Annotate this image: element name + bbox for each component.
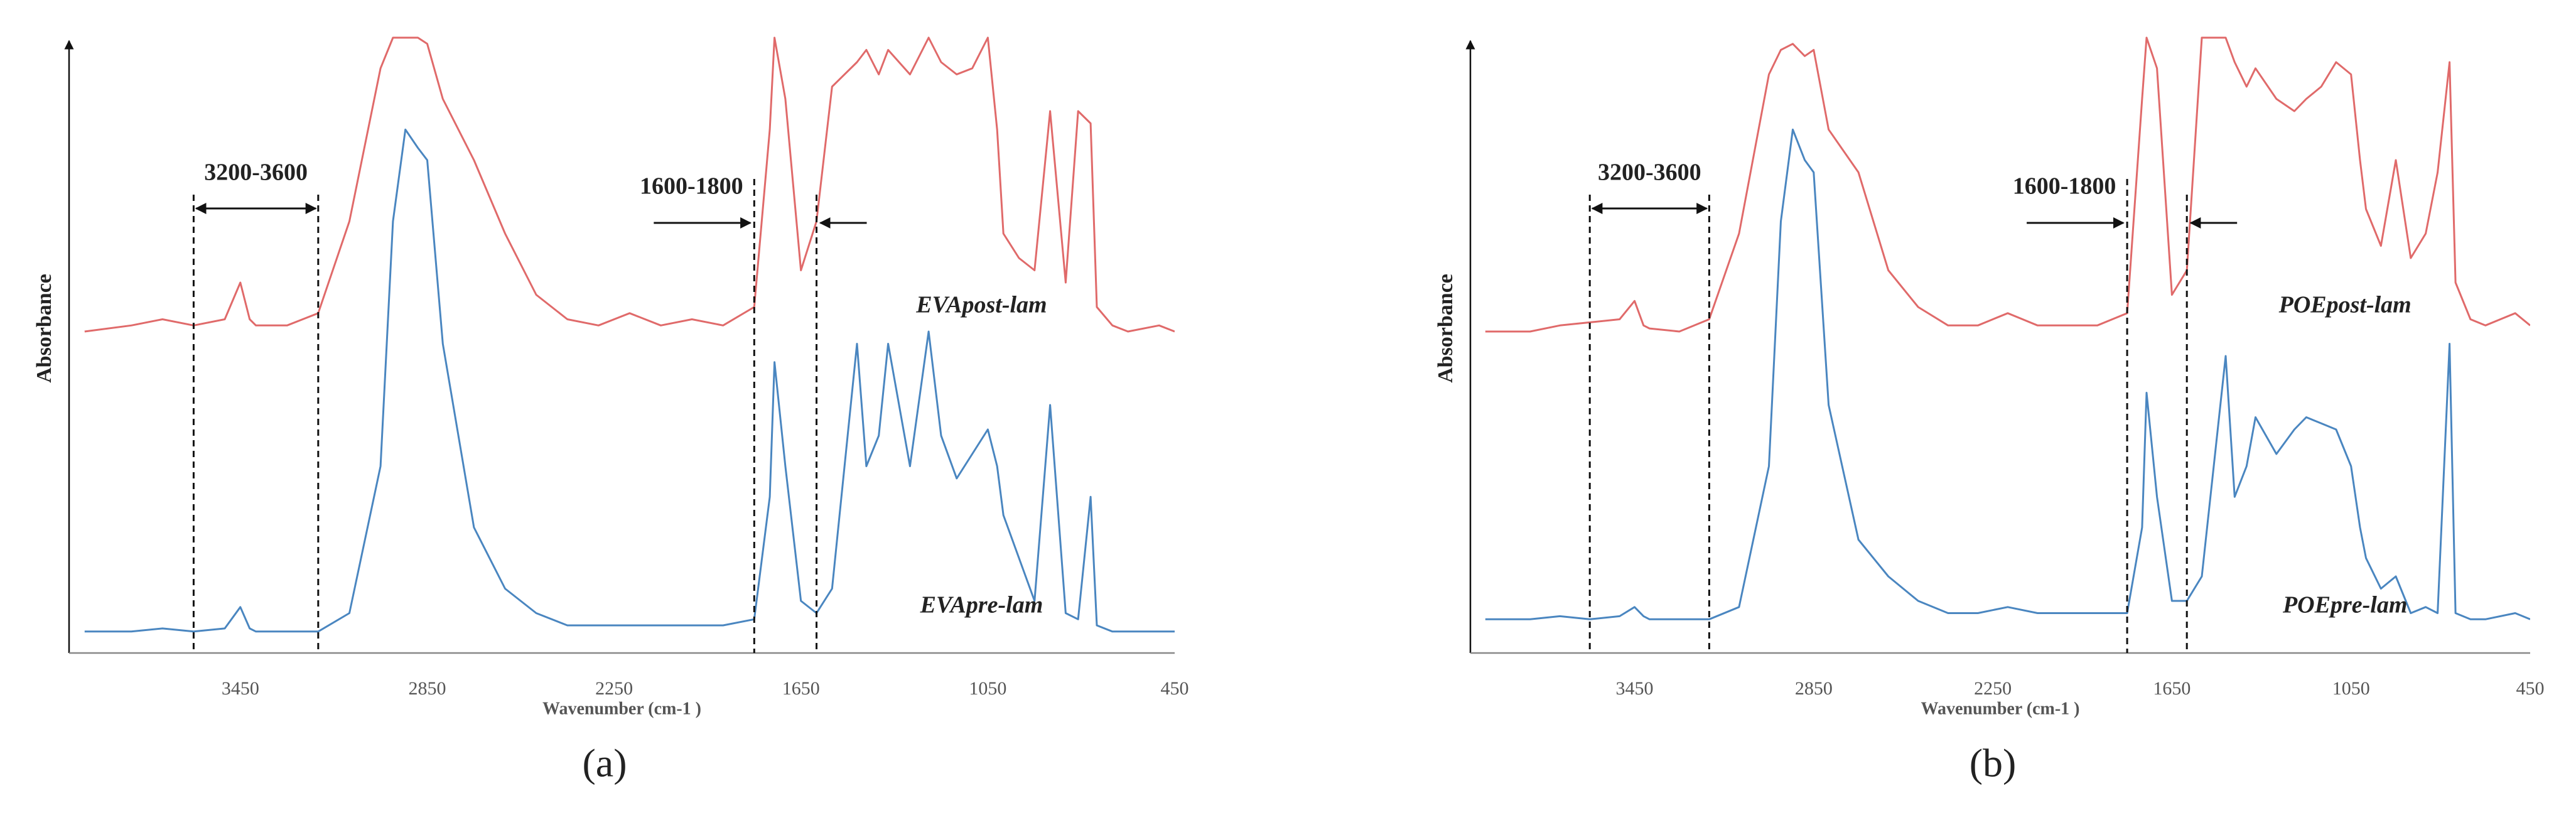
series-label: POEpost-lam [2278, 292, 2412, 318]
panel: 3450 2850 2250 1650 1050 450 Wavenumber (cm-1 … [33, 36, 1189, 785]
series-line [1485, 128, 2530, 620]
y-axis-title: Absorbance [33, 274, 56, 383]
annotation-label: 3200-3600 [1598, 159, 1701, 186]
x-tick-label: 450 [1161, 678, 1189, 699]
panel: 3450 2850 2250 1650 1050 450 Wavenumber (cm-1 … [1434, 36, 2545, 785]
series-line [84, 128, 1175, 633]
annotation-label: 1600-1800 [2013, 173, 2116, 200]
x-tick-label: 1650 [2153, 678, 2191, 699]
x-tick-label: 2850 [1795, 678, 1833, 699]
series-label: POEpre-lam [2282, 591, 2407, 618]
panel-label: (a) [582, 741, 627, 785]
series-label: EVApre-lam [920, 591, 1043, 618]
y-axis-title: Absorbance [1434, 274, 1457, 383]
x-tick-label: 2250 [1974, 678, 2012, 699]
series-line [84, 36, 1175, 333]
annotation-label: 3200-3600 [204, 159, 308, 186]
series-line [1485, 36, 2530, 333]
x-axis-title: Wavenumber (cm-1 ) [542, 699, 701, 718]
series-label: EVApost-lam [915, 292, 1047, 318]
x-tick-label: 3450 [222, 678, 259, 699]
annotation-label: 1600-1800 [640, 173, 743, 200]
x-tick-label: 1650 [782, 678, 820, 699]
panel-label: (b) [1970, 741, 2017, 785]
x-tick-label: 1050 [969, 678, 1006, 699]
x-tick-label: 450 [2516, 678, 2545, 699]
x-tick-label: 2850 [408, 678, 446, 699]
x-tick-label: 1050 [2332, 678, 2370, 699]
x-tick-label: 3450 [1616, 678, 1654, 699]
x-axis-title: Wavenumber (cm-1 ) [1921, 699, 2080, 718]
x-tick-label: 2250 [595, 678, 633, 699]
